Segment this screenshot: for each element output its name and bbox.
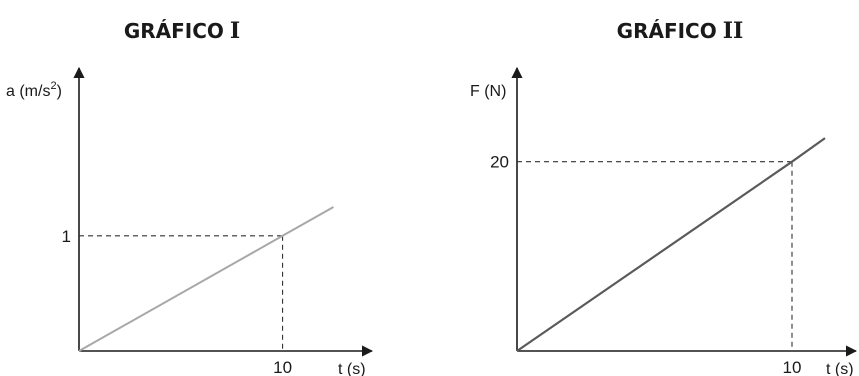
chart-2: GRÁFICO II F (N) t (s) 20 10: [470, 18, 858, 376]
chart-2-x-tick-label: 10: [783, 358, 802, 376]
chart-2-title: GRÁFICO II: [617, 18, 744, 44]
chart-2-x-axis-label: t (s): [826, 361, 854, 376]
chart-1-y-tick-label: 1: [62, 227, 71, 246]
chart-2-y-tick-label: 20: [490, 153, 509, 172]
chart-1: GRÁFICO I a (m/s2) t (s) 1 10: [6, 18, 374, 376]
chart-1-x-tick-label: 10: [273, 358, 292, 376]
chart-1-series-line: [78, 206, 334, 352]
chart-1-y-axis-label: a (m/s2): [6, 80, 62, 100]
chart-1-x-axis-label: t (s): [338, 361, 366, 376]
chart-2-series-line: [516, 137, 826, 352]
chart-2-y-axis-label: F (N): [470, 83, 506, 100]
chart-1-title: GRÁFICO I: [124, 18, 240, 44]
